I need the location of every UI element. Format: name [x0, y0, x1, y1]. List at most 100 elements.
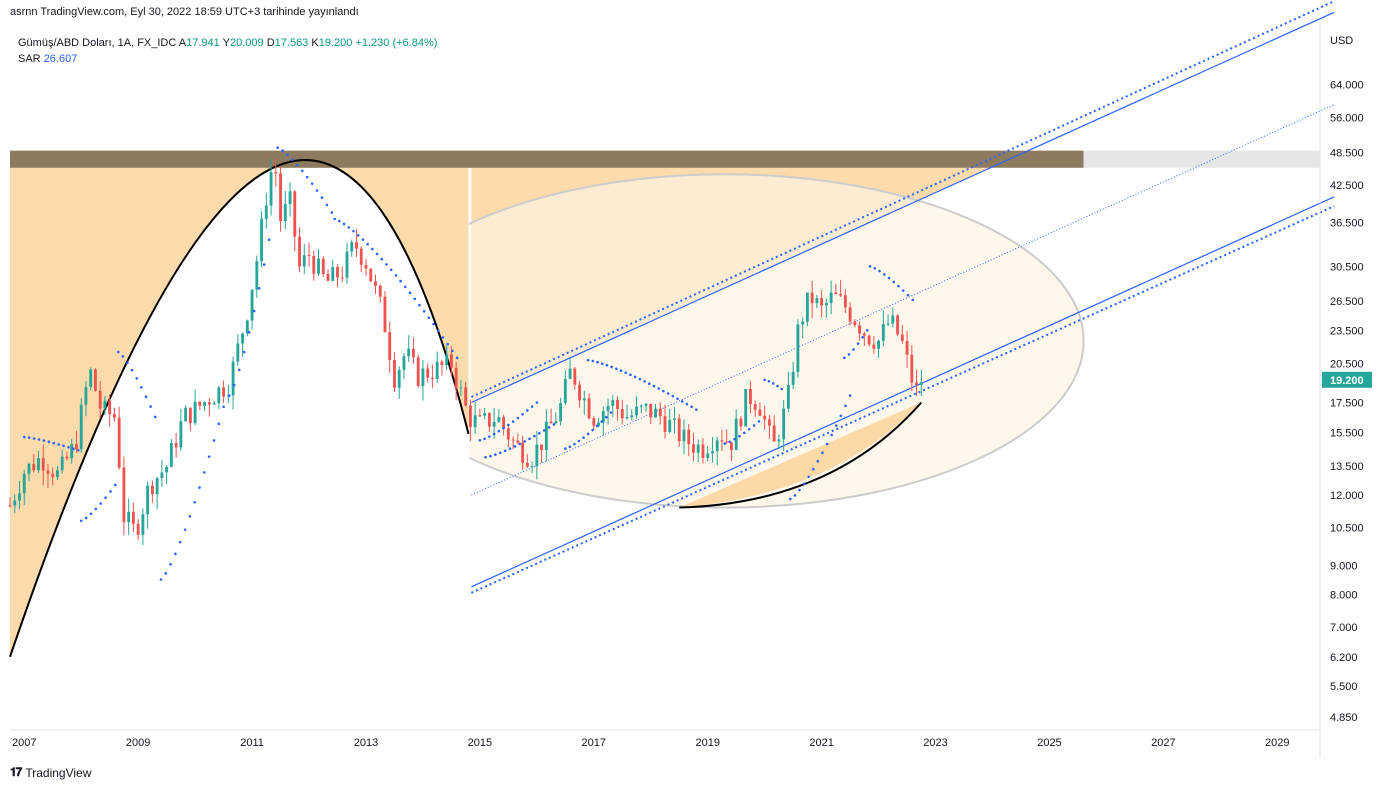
candle-body	[345, 251, 349, 278]
candle-body	[203, 402, 207, 406]
candle	[326, 269, 330, 282]
sar-dot	[174, 552, 177, 556]
candle	[767, 414, 771, 439]
candle	[27, 462, 31, 482]
sar-dot	[144, 395, 148, 398]
y-tick-label: 42.500	[1330, 180, 1364, 192]
sar-dot	[609, 411, 613, 414]
candle-body	[217, 387, 221, 404]
candle-body	[791, 371, 795, 385]
candle-body	[179, 421, 183, 448]
chart-legend: Gümüş/ABD Doları, 1A, FX_IDC A17.941 Y20…	[18, 35, 437, 67]
sar-dot	[446, 342, 449, 346]
candle-body	[502, 417, 506, 429]
candle-body	[706, 453, 710, 458]
candle	[435, 351, 439, 384]
candle	[65, 451, 69, 461]
open-value: 17.941	[186, 37, 220, 49]
candle	[331, 259, 335, 282]
sar-dot	[116, 350, 120, 354]
candle	[198, 400, 202, 411]
candle	[540, 444, 544, 463]
sar-dot	[600, 420, 604, 423]
candle	[283, 190, 287, 230]
candle-body	[340, 277, 344, 279]
cup-curve-right	[679, 401, 923, 509]
candle	[473, 401, 477, 434]
candle	[350, 239, 354, 257]
candle-body	[188, 407, 192, 424]
candle-body	[141, 514, 145, 535]
candle-body	[905, 341, 909, 355]
candle	[502, 414, 506, 436]
tradingview-logo-icon[interactable]: 𝟏𝟕	[10, 765, 22, 779]
sar-dot	[32, 437, 36, 440]
y-tick-label: 10.500	[1330, 523, 1364, 535]
candle	[402, 352, 406, 380]
sar-label[interactable]: SAR	[18, 53, 41, 65]
candle	[772, 415, 776, 442]
candle	[212, 400, 216, 405]
candle	[188, 407, 192, 432]
candle-body	[65, 456, 69, 459]
sar-dot	[528, 437, 531, 441]
cup-fill-left	[10, 160, 469, 657]
footer-brand[interactable]: TradingView	[25, 765, 92, 780]
symbol-name[interactable]: Gümüş/ABD Doları, 1A, FX_IDC	[18, 37, 177, 49]
candle-body	[350, 242, 354, 252]
candle	[919, 369, 923, 396]
candle-body	[535, 444, 539, 467]
sar-dot	[537, 431, 541, 435]
x-tick-label: 2023	[923, 737, 947, 749]
sar-dot	[789, 497, 792, 501]
candle	[383, 291, 387, 333]
candle-body	[165, 466, 169, 473]
sar-dot	[436, 329, 440, 333]
candle-body	[668, 419, 672, 432]
candle	[530, 461, 534, 474]
candle-body	[397, 369, 401, 388]
sar-dot	[878, 269, 881, 273]
sar-dot	[27, 436, 31, 439]
candle-body	[763, 415, 767, 420]
sar-dot	[752, 424, 756, 427]
sar-dot	[513, 445, 517, 448]
resistance-zone	[10, 150, 1084, 168]
candle	[150, 480, 154, 503]
candle-body	[426, 368, 430, 378]
candle-body	[402, 356, 406, 370]
candle-body	[540, 444, 544, 450]
sar-dot	[389, 268, 393, 272]
high-value: 20.009	[229, 37, 264, 49]
candle-body	[896, 315, 899, 335]
sar-dot	[647, 382, 651, 386]
sar-dot	[47, 440, 51, 444]
candle-body	[22, 473, 26, 494]
sar-dot	[193, 500, 196, 504]
sar-dot	[816, 459, 820, 463]
candle	[112, 407, 116, 422]
candle-body	[198, 401, 202, 406]
candle-body	[75, 444, 78, 450]
candle	[179, 408, 183, 451]
candle	[521, 435, 525, 470]
sar-dot	[257, 287, 261, 290]
sar-dot	[685, 402, 689, 406]
candle	[37, 451, 40, 473]
candle-body	[269, 172, 273, 206]
sar-dot	[237, 368, 241, 372]
candle-body	[554, 421, 558, 424]
sar-dot	[366, 242, 369, 246]
sar-dot	[333, 217, 336, 221]
candle-body	[136, 523, 140, 535]
sar-dot	[404, 285, 407, 289]
candle-body	[582, 398, 586, 401]
candle-body	[772, 425, 776, 442]
candle-body	[506, 428, 510, 440]
candle	[174, 432, 178, 458]
candle-body	[454, 367, 458, 388]
sar-dot	[624, 371, 628, 374]
candle-body	[635, 406, 638, 416]
sar-dot	[489, 454, 492, 458]
